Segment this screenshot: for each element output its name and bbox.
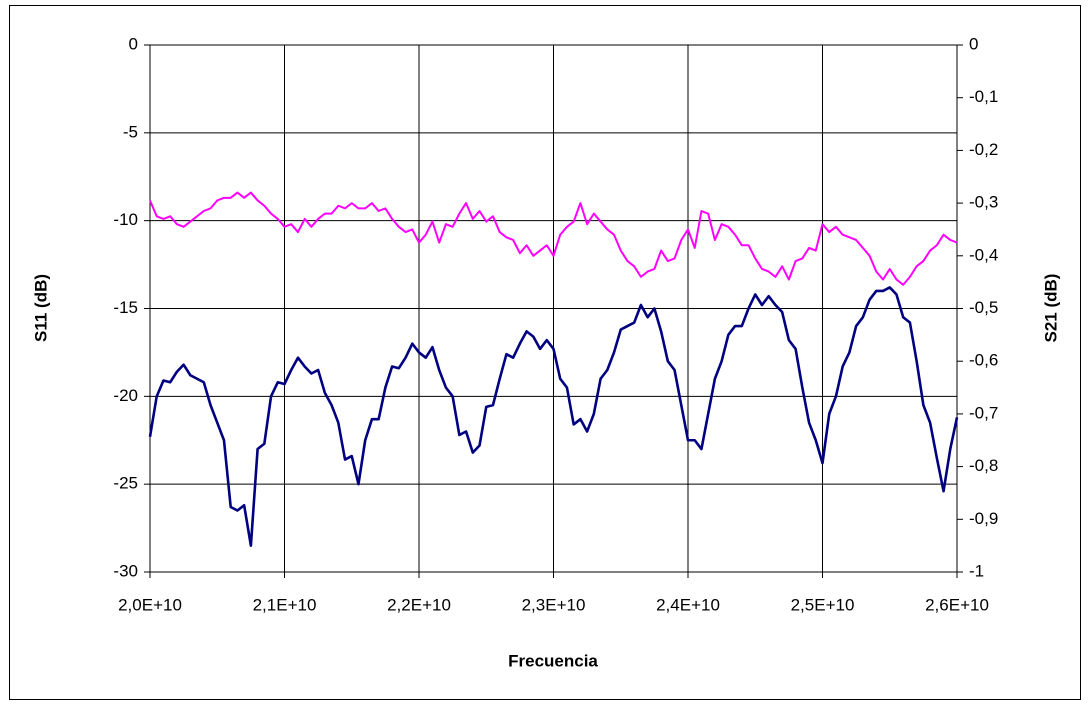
- x-tick-label: 2,2E+10: [387, 595, 451, 614]
- y2-tick-label: -0,9: [969, 509, 998, 528]
- y2-tick-label: 0: [969, 34, 978, 53]
- plot-area-border: [149, 44, 958, 573]
- x-tick-label: 2,1E+10: [253, 595, 317, 614]
- y2-tick-label: -0,4: [969, 245, 998, 264]
- x-tick-label: 2,4E+10: [656, 595, 720, 614]
- y-axis-label: S11 (dB): [31, 274, 50, 342]
- x-tick-label: 2,3E+10: [522, 595, 586, 614]
- y2-tick-label: -0,6: [969, 351, 998, 370]
- y-tick-label: 0: [129, 34, 138, 53]
- y2-tick-label: -0,8: [969, 456, 998, 475]
- y-tick-label: -25: [113, 474, 138, 493]
- chart-border: [9, 5, 1081, 700]
- y-tick-label: -15: [113, 298, 138, 317]
- y2-axis-label: S21 (dB): [1041, 274, 1060, 343]
- y2-tick-label: -0,2: [969, 140, 998, 159]
- y2-tick-label: -0,5: [969, 298, 998, 317]
- data-line: [148, 286, 959, 547]
- x-tick-label: 2,5E+10: [791, 595, 855, 614]
- y2-tick-label: -1: [969, 561, 984, 580]
- y-tick-label: -30: [113, 561, 138, 580]
- y-tick-label: -10: [113, 210, 138, 229]
- y2-tick-label: -0,1: [969, 87, 998, 106]
- data-line: [149, 191, 958, 286]
- y2-tick-label: -0,3: [969, 193, 998, 212]
- x-tick-label: 2,0E+10: [118, 595, 182, 614]
- y-tick-label: -5: [123, 122, 138, 141]
- y-tick-label: -20: [113, 386, 138, 405]
- x-axis-label: Frecuencia: [508, 651, 598, 670]
- x-tick-label: 2,6E+10: [925, 595, 989, 614]
- y2-tick-label: -0,7: [969, 403, 998, 422]
